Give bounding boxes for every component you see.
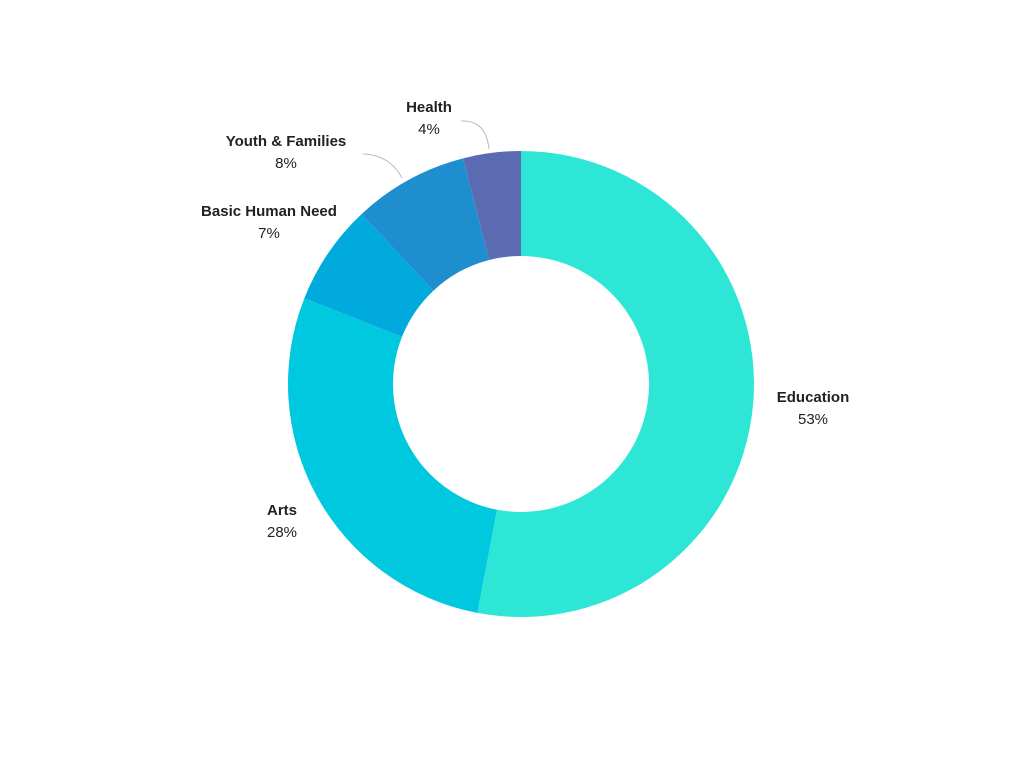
donut-slice bbox=[304, 214, 434, 337]
donut-slice bbox=[463, 151, 521, 261]
slice-label: Health bbox=[406, 99, 452, 116]
slice-label: Youth & Families bbox=[226, 133, 347, 150]
value-label: 53% bbox=[798, 411, 828, 428]
value-label: 28% bbox=[267, 524, 297, 541]
slice-label: Basic Human Need bbox=[201, 203, 337, 220]
value-label: 8% bbox=[275, 155, 297, 172]
donut-slice bbox=[361, 158, 490, 291]
slice-label: Education bbox=[777, 389, 850, 406]
slice-label: Arts bbox=[267, 502, 297, 519]
leader-line bbox=[362, 153, 403, 179]
value-label: 7% bbox=[258, 225, 280, 242]
donut-slice bbox=[288, 298, 498, 613]
value-label: 4% bbox=[418, 121, 440, 138]
donut-slice bbox=[477, 151, 755, 617]
leader-line bbox=[460, 120, 490, 150]
